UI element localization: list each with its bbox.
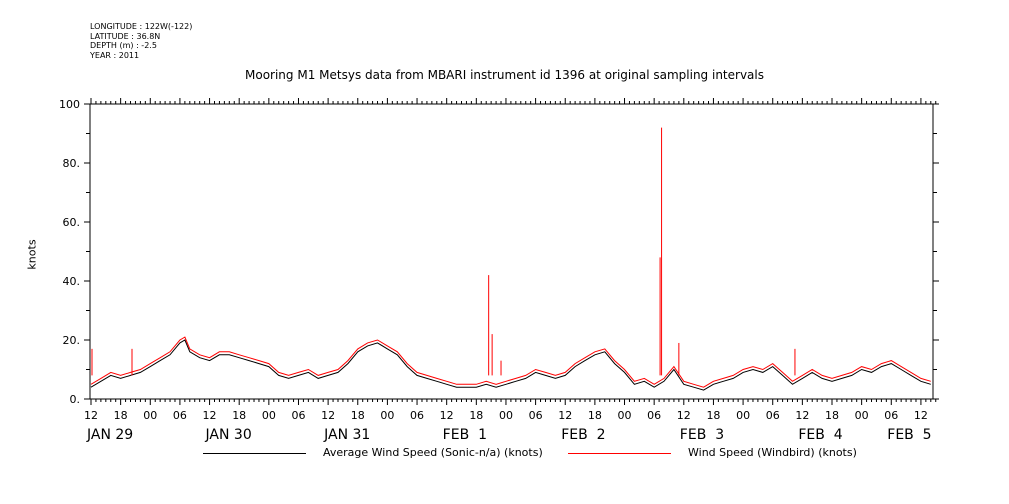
x-tick-label: 06: [410, 409, 424, 422]
x-tick-label: 06: [173, 409, 187, 422]
x-tick-label: 12: [914, 409, 928, 422]
x-tick-label: 12: [321, 409, 335, 422]
legend-line-average: [203, 453, 306, 454]
y-tick-label: 60.: [63, 216, 81, 229]
x-tick-label: 18: [114, 409, 128, 422]
x-tick-label: 00: [262, 409, 276, 422]
x-tick-label: 18: [232, 409, 246, 422]
longitude-text: LONGITUDE : 122W(-122): [90, 22, 193, 31]
x-tick-label: 12: [203, 409, 217, 422]
x-day-label: FEB 2: [561, 427, 605, 443]
x-tick-label: 06: [884, 409, 898, 422]
metadata-block: LONGITUDE : 122W(-122) LATITUDE : 36.8N …: [90, 22, 192, 60]
y-tick-label: 100: [59, 98, 80, 111]
plot-frame: [89, 103, 934, 400]
x-tick-label: 18: [351, 409, 365, 422]
x-tick-label: 00: [855, 409, 869, 422]
x-tick-label: 06: [647, 409, 661, 422]
x-day-label: FEB 5: [887, 427, 931, 443]
x-tick-label: 00: [380, 409, 394, 422]
y-axis: 0. 20. 40. 60. 80. 100: [59, 98, 939, 406]
x-day-label: JAN 29: [86, 427, 133, 443]
x-tick-label: 06: [766, 409, 780, 422]
x-tick-label: 18: [469, 409, 483, 422]
x-day-label: FEB 4: [798, 427, 842, 443]
x-tick-label: 00: [499, 409, 513, 422]
chart-title: Mooring M1 Metsys data from MBARI instru…: [245, 68, 764, 82]
legend-line-windbird: [568, 453, 671, 454]
y-tick-label: 80.: [63, 157, 81, 170]
x-tick-label: 18: [588, 409, 602, 422]
x-day-label: FEB 1: [443, 427, 487, 443]
x-tick-label: 00: [736, 409, 750, 422]
x-day-label: JAN 30: [205, 427, 252, 443]
x-tick-label: 12: [677, 409, 691, 422]
series-line-average: [90, 339, 931, 391]
x-day-label: JAN 31: [323, 427, 370, 443]
x-tick-label: 06: [291, 409, 305, 422]
x-tick-label: 18: [825, 409, 839, 422]
y-tick-label: 20.: [63, 334, 81, 347]
y-axis-label: knots: [25, 239, 39, 270]
x-tick-label: 12: [558, 409, 572, 422]
x-tick-label: 12: [84, 409, 98, 422]
depth-text: DEPTH (m) : -2.5: [90, 41, 157, 50]
latitude-text: LATITUDE : 36.8N: [90, 31, 161, 41]
x-tick-label: 12: [795, 409, 809, 422]
legend-label-windbird: Wind Speed (Windbird) (knots): [688, 446, 857, 459]
legend-label-average: Average Wind Speed (Sonic-n/a) (knots): [323, 446, 543, 459]
year-text: YEAR : 2011: [90, 50, 140, 60]
series-layer: [90, 127, 931, 391]
x-tick-label: 00: [143, 409, 157, 422]
x-tick-label: 00: [618, 409, 632, 422]
x-tick-label: 12: [440, 409, 454, 422]
x-tick-label: 18: [706, 409, 720, 422]
x-day-label: FEB 3: [680, 427, 724, 443]
series-line-windbird: [90, 336, 931, 388]
x-axis: 12 18 00 06 12 18 00 06 12 18 00 06 12 18 00 06 12 18 00 06…: [84, 98, 937, 443]
y-tick-label: 0.: [70, 393, 81, 406]
y-tick-label: 40.: [63, 275, 81, 288]
x-tick-label: 06: [529, 409, 543, 422]
